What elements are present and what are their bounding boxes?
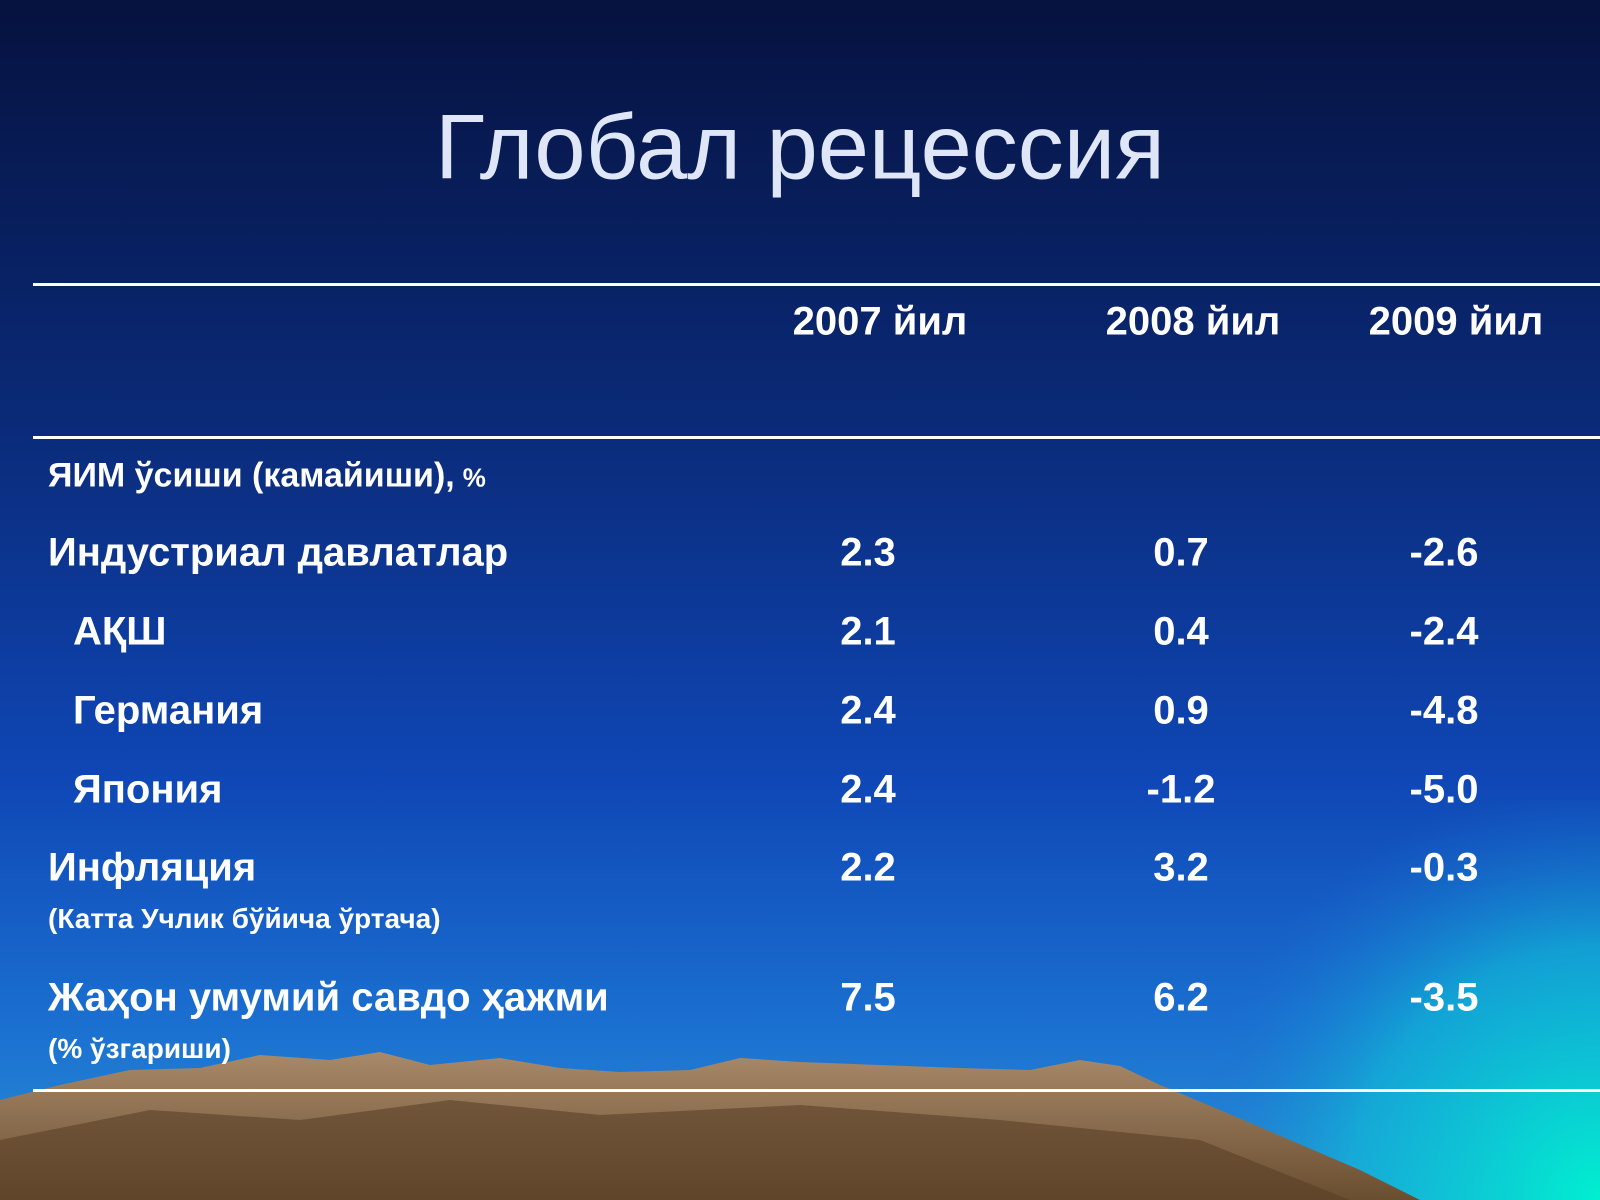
row-label: Инфляция	[48, 845, 257, 890]
row-label: Индустриал давлатлар	[48, 530, 509, 575]
rule	[33, 436, 1600, 439]
section-unit: %	[462, 462, 486, 493]
cell-value: 2.4	[840, 688, 896, 733]
cell-value: 0.7	[1153, 530, 1209, 575]
cell-value: 0.9	[1153, 688, 1209, 733]
row-label: Германия	[73, 688, 264, 733]
rule	[33, 283, 1600, 286]
cell-value: -1.2	[1146, 767, 1216, 812]
row-label: Япония	[73, 767, 223, 812]
cell-value: 2.2	[840, 845, 896, 890]
cell-value: 2.1	[840, 609, 896, 654]
cell-value: -2.4	[1409, 609, 1479, 654]
section-label: ЯИМ ўсиши (камайиши),%	[48, 457, 486, 496]
section-text: ЯИМ ўсиши (камайиши),	[48, 456, 455, 495]
row-label: Жаҳон умумий савдо ҳажми	[48, 975, 609, 1020]
cell-value: -3.5	[1409, 975, 1479, 1020]
mountains-shadow	[0, 1100, 1350, 1200]
cell-value: 2.3	[840, 530, 896, 575]
column-header: 2009 йил	[1368, 299, 1544, 344]
cell-value: 2.4	[840, 767, 896, 812]
cell-value: 0.4	[1153, 609, 1209, 654]
cell-value: 3.2	[1153, 845, 1209, 890]
column-header: 2008 йил	[1105, 299, 1281, 344]
cell-value: -4.8	[1409, 688, 1479, 733]
rule	[33, 1089, 1600, 1092]
cell-value: 7.5	[840, 975, 896, 1020]
row-note: (% ўзгариши)	[48, 1033, 231, 1064]
row-note: (Катта Учлик бўйича ўртача)	[48, 903, 441, 934]
title: Глобал рецессия	[435, 96, 1165, 199]
cell-value: -0.3	[1409, 845, 1479, 890]
cell-value: 6.2	[1153, 975, 1209, 1020]
column-header: 2007 йил	[792, 299, 968, 344]
cell-value: -5.0	[1409, 767, 1479, 812]
cell-value: -2.6	[1409, 530, 1479, 575]
row-label: АҚШ	[73, 609, 167, 654]
